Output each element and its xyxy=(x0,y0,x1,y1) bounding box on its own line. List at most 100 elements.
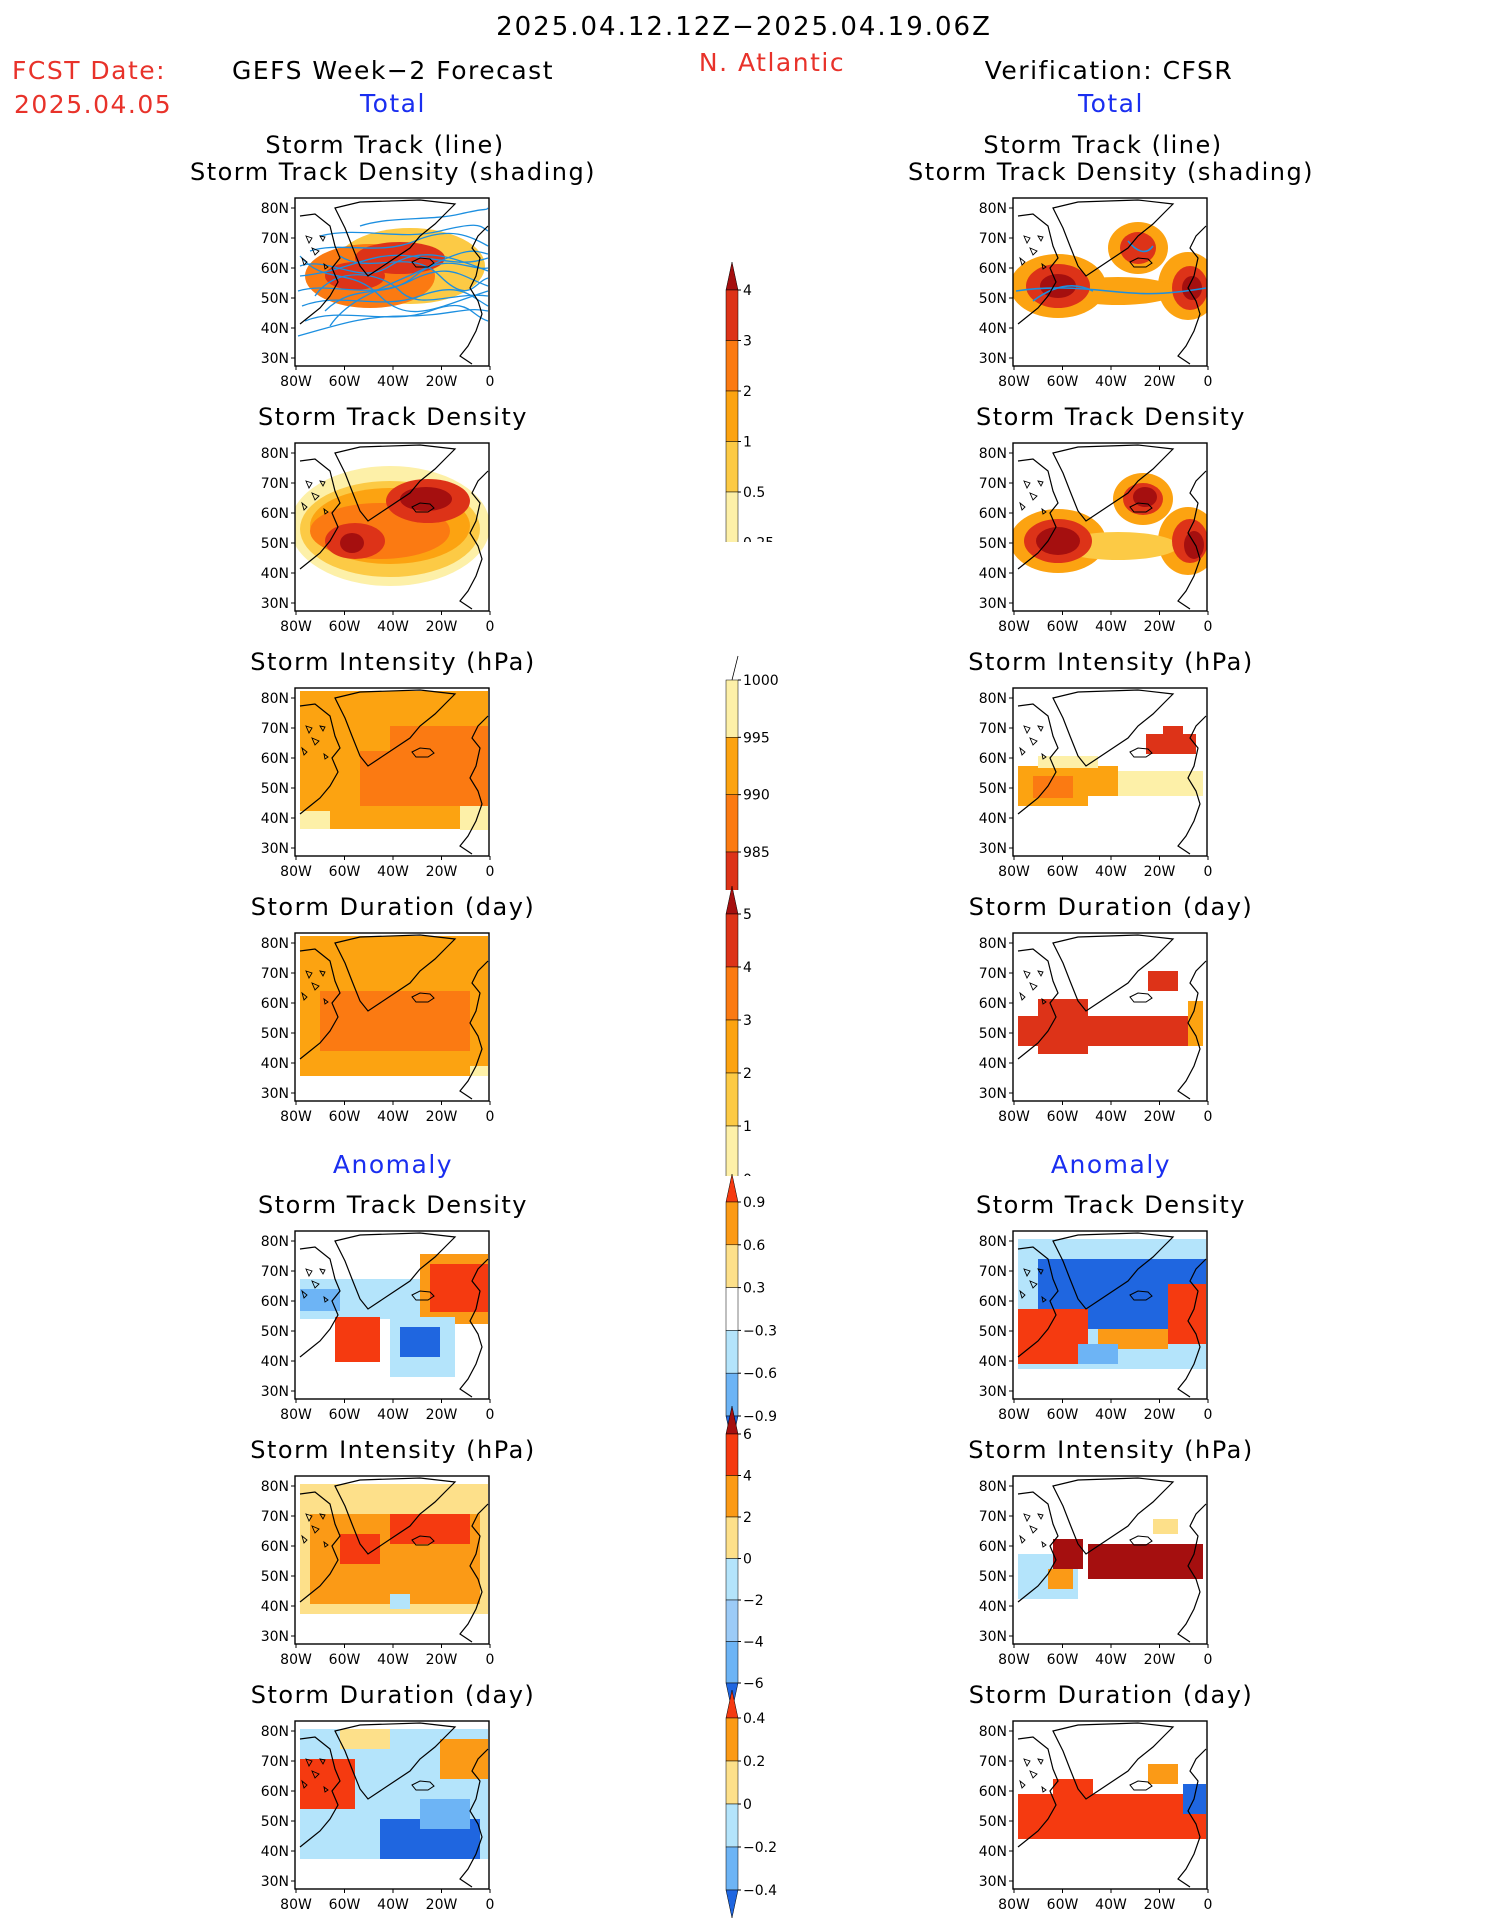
colorbar-label: 3 xyxy=(743,334,752,350)
lat-tick-label: 60N xyxy=(979,506,1007,522)
map-verif-density: 80N 70N 60N 50N 40N 30N 80W 60W 40W 20W 0 xyxy=(979,442,1212,635)
lat-tick-label: 30N xyxy=(979,351,1007,367)
lat-tick-label: 70N xyxy=(261,476,289,492)
lat-tick-label: 60N xyxy=(261,1784,289,1800)
lon-tick-label: 60W xyxy=(329,1897,361,1913)
lat-tick-label: 80N xyxy=(261,1479,289,1495)
lon-tick-label: 60W xyxy=(329,864,361,880)
lon-tick-label: 80W xyxy=(998,374,1030,390)
map-verif-density-anom: 80N 70N 60N 50N 40N 30N 80W 60W 40W 20W 0 xyxy=(979,1230,1212,1423)
map-verif-intensity-anom: 80N 70N 60N 50N 40N 30N 80W 60W 40W 20W 0 xyxy=(979,1475,1212,1668)
panel-title-r4: Storm Duration (day) xyxy=(968,893,1254,921)
lat-tick-label: 80N xyxy=(979,201,1007,217)
lat-tick-label: 30N xyxy=(979,1086,1007,1102)
panel-title-r3: Storm Intensity (hPa) xyxy=(968,648,1254,676)
lat-tick-label: 60N xyxy=(261,996,289,1012)
left-anomaly-label: Anomaly xyxy=(332,1150,454,1179)
lon-tick-label: 0 xyxy=(486,1652,495,1668)
lon-tick-label: 80W xyxy=(280,1109,312,1125)
left-total-label: Total xyxy=(360,89,426,118)
lon-tick-label: 80W xyxy=(280,619,312,635)
panel-title-l3: Storm Intensity (hPa) xyxy=(250,648,536,676)
colorbar-segment xyxy=(725,737,739,795)
colorbar-cap xyxy=(725,262,739,291)
lon-tick-label: 60W xyxy=(1047,619,1079,635)
lon-tick-label: 40W xyxy=(1095,1897,1127,1913)
colorbar-intensity-anom: 6 4 2 0 −2 −4 −6 xyxy=(725,1406,764,1712)
lon-tick-label: 20W xyxy=(1144,864,1176,880)
lat-tick-label: 80N xyxy=(979,1724,1007,1740)
lon-tick-label: 20W xyxy=(1144,374,1176,390)
colorbar-segment xyxy=(725,913,739,968)
lon-tick-label: 40W xyxy=(1095,1652,1127,1668)
lon-tick-label: 20W xyxy=(426,374,458,390)
colorbar-label: 0 xyxy=(743,1172,752,1176)
lat-tick-label: 40N xyxy=(261,1599,289,1615)
lon-tick-label: 80W xyxy=(998,864,1030,880)
colorbar-duration: 5 4 3 2 1 0 xyxy=(725,886,752,1176)
panel-title-r7: Storm Duration (day) xyxy=(968,1681,1254,1709)
lat-tick-label: 80N xyxy=(979,1234,1007,1250)
lat-tick-label: 50N xyxy=(979,536,1007,552)
lat-tick-label: 30N xyxy=(979,596,1007,612)
lon-tick-label: 40W xyxy=(377,864,409,880)
panel-title-l7: Storm Duration (day) xyxy=(250,1681,536,1709)
lon-tick-label: 0 xyxy=(1204,1109,1213,1125)
colorbar-segment xyxy=(725,1760,739,1805)
lon-tick-label: 0 xyxy=(486,619,495,635)
lat-tick-label: 80N xyxy=(261,936,289,952)
lat-tick-label: 60N xyxy=(261,751,289,767)
lat-tick-label: 80N xyxy=(979,446,1007,462)
lon-tick-label: 40W xyxy=(377,1897,409,1913)
fcst-date-value: 2025.04.05 xyxy=(14,90,173,119)
fcst-date-label: FCST Date: xyxy=(12,56,167,85)
map-verif-duration-anom: 80N 70N 60N 50N 40N 30N 80W 60W 40W 20W 0 xyxy=(979,1720,1213,1913)
panel-title-l6: Storm Intensity (hPa) xyxy=(250,1436,536,1464)
colorbar-label: 1 xyxy=(743,435,752,451)
lon-tick-label: 0 xyxy=(486,864,495,880)
lon-tick-label: 0 xyxy=(1204,1897,1213,1913)
panel-title-l1a: Storm Track (line) xyxy=(265,131,505,159)
colorbar-segment xyxy=(725,289,739,341)
map-forecast-duration-anom: 80N 70N 60N 50N 40N 30N 80W 60W 40W 20W 0 xyxy=(261,1720,494,1913)
colorbar-segment xyxy=(725,1717,739,1762)
lon-tick-label: 40W xyxy=(377,1407,409,1423)
lat-tick-label: 70N xyxy=(261,721,289,737)
colorbar-label: 3 xyxy=(743,1013,752,1029)
lat-tick-label: 80N xyxy=(979,691,1007,707)
right-total-label: Total xyxy=(1078,89,1144,118)
lat-tick-label: 30N xyxy=(261,1384,289,1400)
lat-tick-label: 30N xyxy=(261,1086,289,1102)
lon-tick-label: 60W xyxy=(1047,1109,1079,1125)
colorbar-cap xyxy=(725,1889,739,1919)
colorbar-intensity: 1000995990985980 xyxy=(725,655,779,890)
map-forecast-duration: 80N 70N 60N 50N 40N 30N 80W 60W 40W 20W 0 xyxy=(261,932,495,1125)
panel-title-l2: Storm Track Density xyxy=(258,403,528,431)
colorbar-label: 0.25 xyxy=(743,536,774,543)
colorbar-label: 985 xyxy=(743,845,770,861)
panel-title-r1a: Storm Track (line) xyxy=(983,131,1223,159)
panel-title-r2: Storm Track Density xyxy=(976,403,1246,431)
colorbar-segment xyxy=(725,441,739,493)
lat-tick-label: 60N xyxy=(979,261,1007,277)
lon-tick-label: 0 xyxy=(486,1407,495,1423)
colorbar-label: −0.4 xyxy=(743,1883,777,1899)
lon-tick-label: 0 xyxy=(486,1109,495,1125)
colorbar-label: 1000 xyxy=(743,673,779,689)
lat-tick-label: 80N xyxy=(979,936,1007,952)
map-forecast-track-total: 80N 70N 60N 50N 40N 30N 80W 60W 40W 20W 0 xyxy=(261,197,494,390)
colorbar-label: 0.9 xyxy=(743,1195,765,1211)
colorbar-segment xyxy=(725,340,739,392)
lon-tick-label: 20W xyxy=(426,1109,458,1125)
lat-tick-label: 60N xyxy=(261,261,289,277)
lat-tick-label: 30N xyxy=(979,1629,1007,1645)
colorbar-segment xyxy=(725,966,739,1021)
lat-tick-label: 70N xyxy=(979,231,1007,247)
colorbar-cap xyxy=(725,886,739,915)
colorbar-label: 5 xyxy=(743,907,752,923)
lon-tick-label: 40W xyxy=(1095,374,1127,390)
lat-tick-label: 30N xyxy=(979,1874,1007,1890)
lon-tick-label: 20W xyxy=(1144,619,1176,635)
lat-tick-label: 60N xyxy=(979,1784,1007,1800)
right-column-title: Verification: CFSR xyxy=(984,56,1234,85)
